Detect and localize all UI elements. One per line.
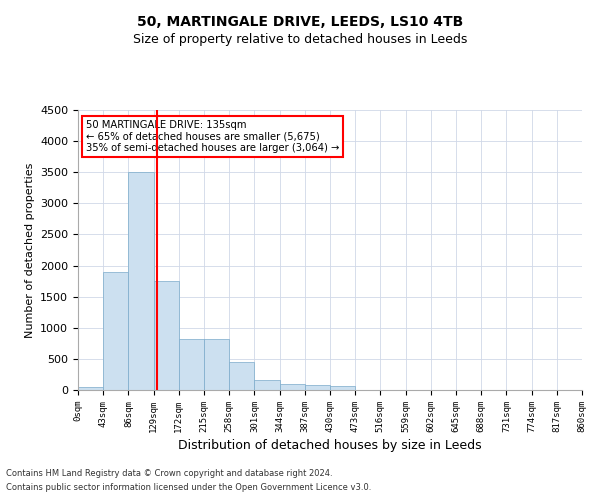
Bar (78, 387, 103, 390)
Text: Size of property relative to detached houses in Leeds: Size of property relative to detached ho… (133, 32, 467, 46)
X-axis label: Distribution of detached houses by size in Leeds: Distribution of detached houses by size … (178, 439, 482, 452)
Text: Contains HM Land Registry data © Crown copyright and database right 2024.: Contains HM Land Registry data © Crown c… (6, 468, 332, 477)
Text: 50 MARTINGALE DRIVE: 135sqm
← 65% of detached houses are smaller (5,675)
35% of : 50 MARTINGALE DRIVE: 135sqm ← 65% of det… (86, 120, 339, 153)
Bar (305, 386, 330, 390)
Bar (204, 339, 229, 390)
Bar (280, 384, 305, 390)
Bar (229, 362, 254, 390)
Bar (103, 272, 128, 390)
Bar (330, 386, 355, 390)
Bar (128, 172, 154, 390)
Bar (154, 281, 179, 390)
Text: Contains public sector information licensed under the Open Government Licence v3: Contains public sector information licen… (6, 484, 371, 492)
Bar (254, 380, 280, 390)
Y-axis label: Number of detached properties: Number of detached properties (25, 162, 35, 338)
Text: 50, MARTINGALE DRIVE, LEEDS, LS10 4TB: 50, MARTINGALE DRIVE, LEEDS, LS10 4TB (137, 15, 463, 29)
Bar (179, 339, 204, 390)
